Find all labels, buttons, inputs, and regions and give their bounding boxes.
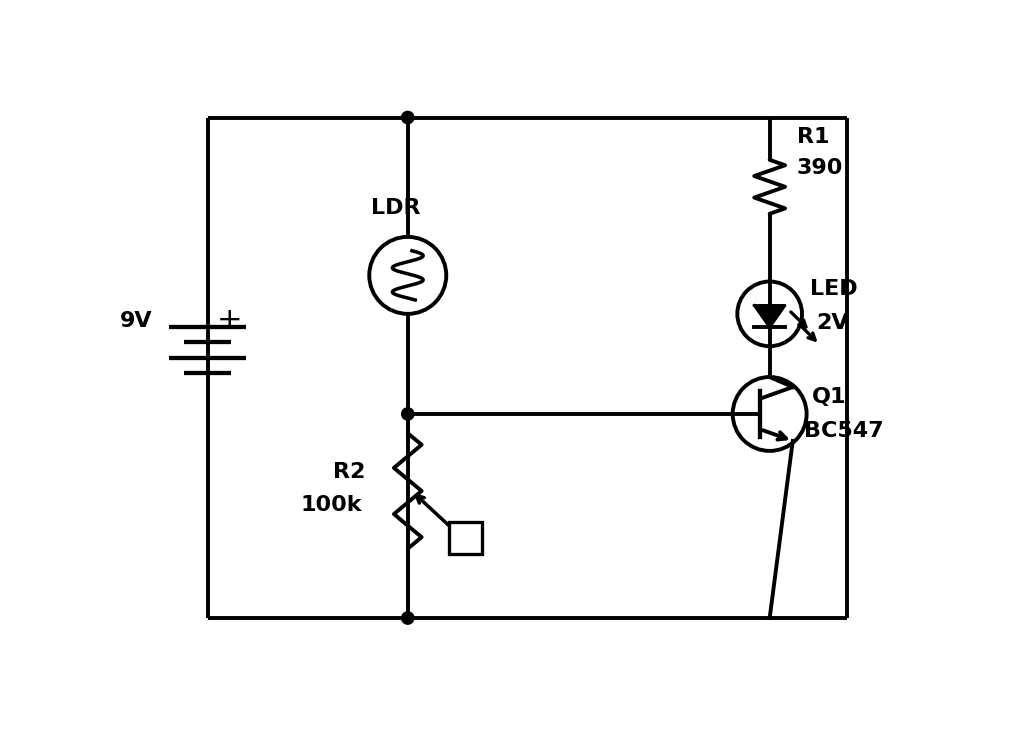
Polygon shape <box>755 305 785 327</box>
Text: LED: LED <box>810 279 857 299</box>
Circle shape <box>401 612 414 624</box>
Text: R2: R2 <box>333 461 366 482</box>
Bar <box>450 522 481 554</box>
Circle shape <box>401 112 414 124</box>
Text: R1: R1 <box>797 127 829 147</box>
Circle shape <box>401 408 414 420</box>
Text: Q1: Q1 <box>812 387 847 407</box>
Text: +: + <box>217 306 243 335</box>
Text: 9V: 9V <box>120 311 153 331</box>
Text: LDR: LDR <box>372 198 421 218</box>
Text: 390: 390 <box>797 157 843 178</box>
Text: 100k: 100k <box>300 495 361 515</box>
Text: BC547: BC547 <box>804 421 884 441</box>
Text: 2V: 2V <box>816 313 849 333</box>
